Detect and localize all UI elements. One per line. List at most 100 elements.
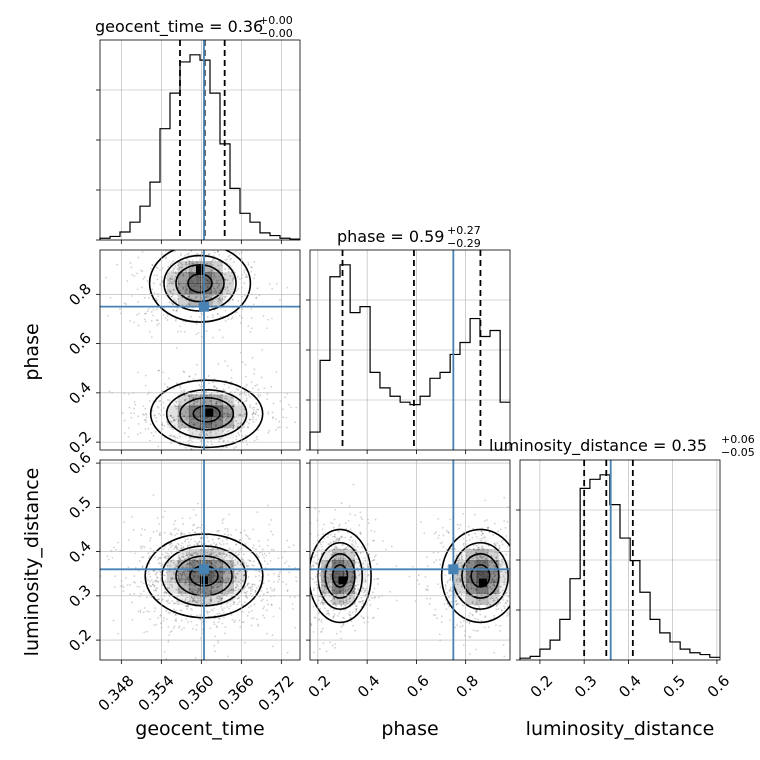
- scatter-point: [205, 610, 208, 613]
- scatter-point: [147, 557, 150, 559]
- scatter-point: [245, 534, 247, 536]
- scatter-point: [455, 603, 458, 606]
- scatter-point: [246, 535, 249, 538]
- scatter-point: [136, 272, 138, 275]
- scatter-point: [179, 384, 182, 387]
- scatter-point: [335, 604, 338, 607]
- scatter-point: [226, 602, 229, 604]
- scatter-point: [143, 275, 146, 278]
- scatter-point: [255, 548, 257, 551]
- hist1-frame: [309, 249, 511, 451]
- scatter-point: [336, 537, 338, 540]
- scatter-point: [198, 384, 201, 386]
- scatter-point: [168, 301, 171, 304]
- scatter-point: [223, 593, 225, 596]
- scatter-point: [474, 648, 477, 651]
- scatter-point: [141, 527, 143, 530]
- scatter-point: [116, 632, 119, 635]
- scatter-point: [140, 547, 143, 550]
- scatter-point: [238, 539, 241, 542]
- scatter-point: [177, 282, 180, 285]
- contour-1-3: [470, 564, 491, 588]
- scatter-point: [275, 282, 278, 285]
- scatter-point: [376, 563, 379, 565]
- scatter-point: [341, 544, 344, 547]
- scatter-point: [229, 275, 232, 278]
- scatter-point: [230, 534, 233, 536]
- scatter-point: [196, 560, 199, 563]
- scatter-point: [213, 607, 215, 610]
- scatter-point: [303, 545, 305, 547]
- scatter-point: [531, 607, 533, 609]
- scatter-point: [198, 315, 201, 318]
- scatter-point: [217, 264, 220, 267]
- scatter-point: [350, 584, 353, 587]
- scatter-point: [153, 610, 156, 613]
- scatter-point: [143, 590, 145, 593]
- scatter-point: [137, 610, 140, 613]
- scatter-point: [130, 416, 133, 419]
- scatter-point: [480, 547, 483, 550]
- scatter-point: [244, 225, 246, 227]
- scatter-point: [192, 402, 195, 405]
- scatter-point: [173, 602, 175, 605]
- scatter-point: [293, 516, 295, 518]
- scatter-point: [498, 544, 501, 547]
- scatter-point: [148, 583, 151, 586]
- scatter-point: [176, 547, 179, 550]
- density-cell: [200, 283, 212, 295]
- scatter-point: [209, 552, 212, 555]
- scatter-point: [476, 618, 479, 621]
- scatter-point: [358, 601, 361, 604]
- scatter-point: [468, 615, 470, 617]
- scatter-point: [183, 415, 186, 418]
- scatter-point: [189, 562, 192, 565]
- scatter-point: [343, 604, 346, 607]
- density-cell: [354, 571, 367, 583]
- scatter-point: [281, 575, 283, 577]
- scatter-point: [294, 566, 297, 569]
- scatter-point: [239, 414, 242, 417]
- scatter-point: [143, 419, 146, 421]
- scatter-point: [330, 553, 333, 556]
- scatter-point: [253, 368, 256, 371]
- scatter-point: [245, 375, 247, 378]
- scatter-point: [428, 603, 431, 605]
- scatter-point: [206, 294, 209, 297]
- scatter-point: [192, 562, 195, 565]
- scatter-point: [348, 611, 351, 613]
- scatter-point: [161, 428, 164, 430]
- scatter-point: [213, 274, 216, 277]
- scatter-point: [266, 393, 269, 395]
- scatter-point: [513, 593, 515, 595]
- scatter-point: [490, 588, 493, 590]
- scatter-point: [337, 530, 340, 533]
- scatter-point: [206, 559, 208, 562]
- scatter-point: [334, 551, 337, 554]
- scatter-point: [514, 572, 516, 574]
- scatter-point: [235, 192, 237, 194]
- scatter-point: [237, 572, 239, 575]
- scatter-point: [494, 573, 497, 576]
- scatter-point: [344, 609, 347, 612]
- density-cell: [211, 272, 223, 284]
- scatter-point: [217, 555, 219, 558]
- scatter-point: [493, 542, 496, 545]
- scatter-point: [184, 539, 187, 541]
- scatter-point: [226, 398, 228, 400]
- scatter-point: [189, 583, 191, 585]
- scatter-point: [377, 578, 380, 581]
- scatter-point: [351, 590, 354, 593]
- scatter-point: [248, 422, 250, 425]
- scatter-point: [146, 630, 149, 633]
- scatter-point: [225, 417, 228, 420]
- scatter-point: [178, 578, 181, 580]
- scatter-point: [456, 523, 459, 526]
- scatter-point: [350, 580, 353, 583]
- scatter-point: [371, 596, 373, 599]
- density-luminosity-distance-vs-phase: [281, 459, 533, 664]
- scatter-point: [185, 263, 188, 266]
- scatter-point: [158, 400, 161, 403]
- scatter-point: [478, 605, 480, 608]
- scatter-point: [496, 542, 499, 544]
